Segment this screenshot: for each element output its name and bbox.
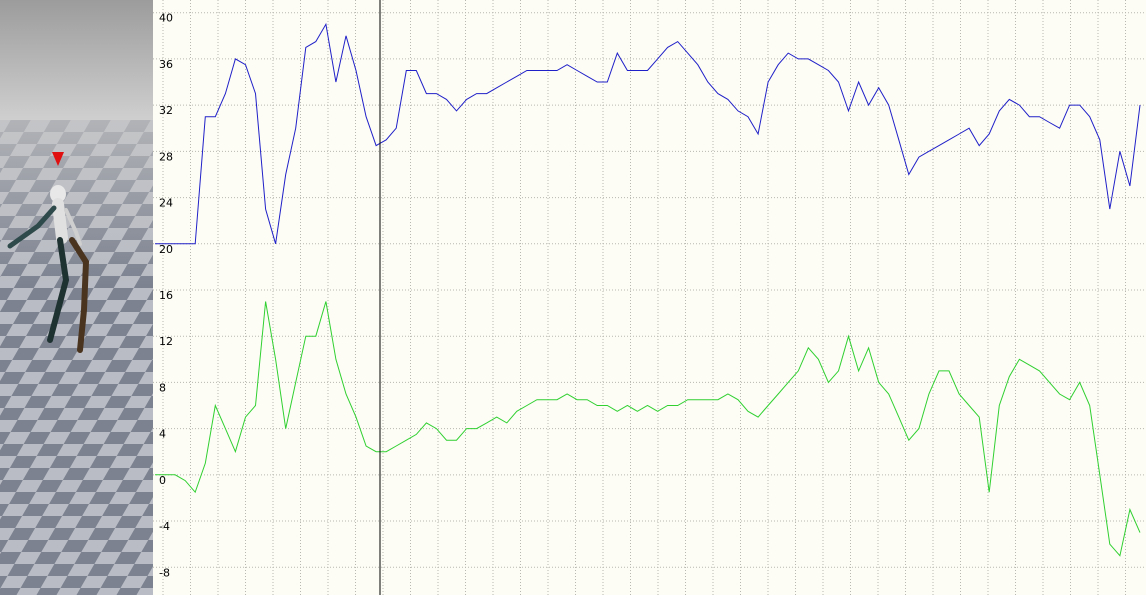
y-tick-label: -4 [159, 520, 170, 533]
y-tick-label: 0 [159, 474, 166, 487]
sky [0, 0, 153, 120]
y-tick-label: 4 [159, 428, 166, 441]
character [7, 185, 90, 353]
y-tick-label: 32 [159, 104, 173, 117]
y-tick-label: 20 [159, 243, 173, 256]
y-tick-label: 28 [159, 150, 173, 163]
floor-fog [0, 120, 153, 595]
plot-background [153, 0, 1146, 595]
marker [52, 152, 64, 166]
y-tick-label: 8 [159, 381, 166, 394]
3d-viewport [0, 0, 153, 595]
data-line [155, 22, 1141, 245]
y-tick-label: -8 [159, 566, 170, 579]
y-tick-label: 40 [159, 12, 173, 25]
y-tick-label: 24 [159, 197, 173, 210]
y-tick-label: 16 [159, 289, 173, 302]
y-tick-label: 36 [159, 58, 173, 71]
y-tick-label: 12 [159, 335, 173, 348]
data-line [155, 301, 1141, 557]
vertical-grid [162, 0, 1126, 595]
